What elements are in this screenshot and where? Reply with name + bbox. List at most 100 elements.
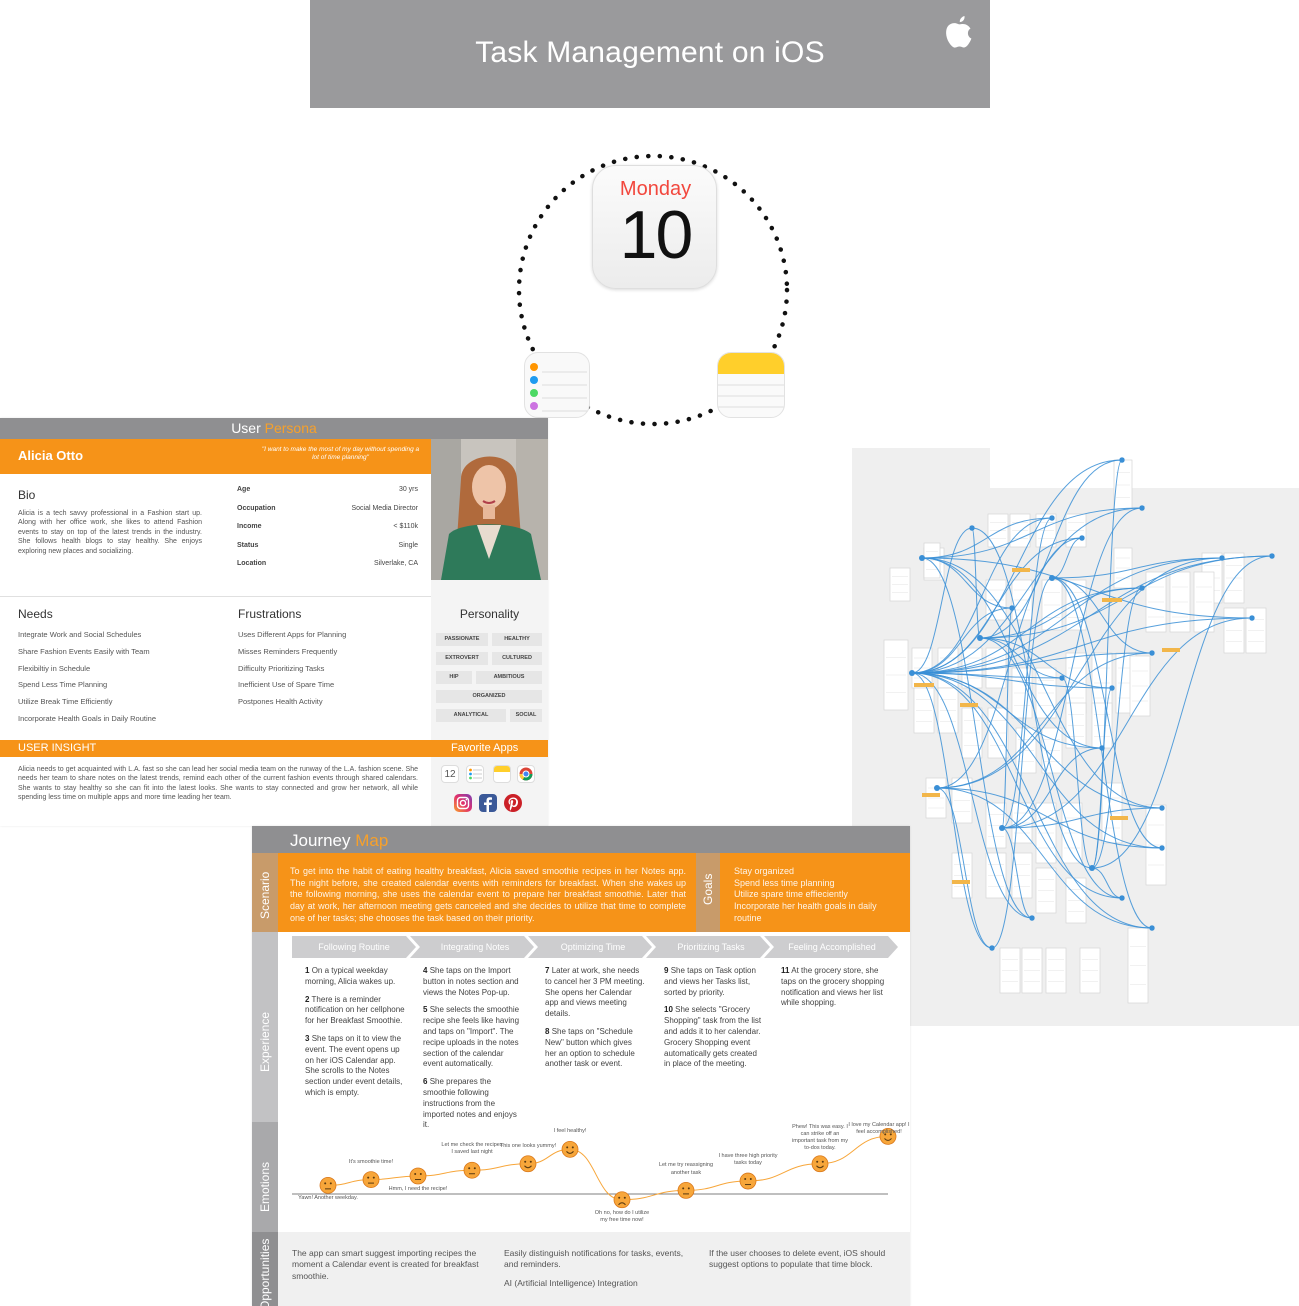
phase-label: Integrating Notes [440,942,510,952]
trait-tag: SOCIAL [510,709,542,722]
scenario-text: To get into the habit of eating healthy … [290,866,686,923]
flow-node [1079,535,1085,541]
flow-connector [1051,577,1153,929]
step-item: 10 She selects "Grocery Shopping" task f… [664,1005,762,1069]
experience-label: Experience [258,1011,272,1072]
flow-highlight [1012,568,1030,572]
step-item: 2 There is a reminder notification on he… [305,994,405,1026]
flow-connector [921,517,1053,559]
flow-highlight [1162,648,1180,652]
title-card: Task Management on iOS Monday 10 [310,0,990,450]
emotion-face-icon [879,1127,897,1145]
steps-column: 4 She taps on the Import button in notes… [423,966,523,1138]
flow-connector [979,587,1143,639]
flow-connector [1001,807,1163,829]
flow-connector [1001,747,1103,829]
flow-connector [991,577,1053,949]
flow-connector [971,527,981,639]
flow-connector [921,557,1253,619]
stat-row: Income < $110k [237,521,418,540]
flow-node [1009,605,1015,611]
opportunity-item: Easily distinguish notifications for tas… [504,1248,684,1270]
flow-connector [911,557,1223,674]
flow-connector [911,617,1253,674]
flow-connector [936,537,1083,789]
flow-connector [911,507,1143,674]
flow-connector [1051,537,1083,579]
emotion-face-icon [409,1167,427,1185]
flow-connector [936,652,1153,789]
journey-title-accent: Map [355,831,389,850]
facebook-icon [479,794,497,812]
frustration-item: Postpones Health Activity [238,697,323,707]
trait-tag: HEALTHY [492,633,542,646]
flow-connector [1001,827,1033,919]
emotion-face-icon [739,1172,757,1190]
flow-connector [911,527,973,674]
scenario-block: To get into the habit of eating healthy … [278,853,910,932]
flow-node [909,670,915,676]
stat-row: Age 30 yrs [237,484,418,503]
stat-label: Occupation [237,504,276,512]
flow-connector [936,787,1153,929]
flow-connector [979,459,1123,639]
flow-connector [1091,687,1113,869]
step-item: 5 She selects the smoothie recipe she fe… [423,1005,520,1069]
stat-value: 30 yrs [398,486,418,493]
step-item: 11 At the grocery store, she taps on the… [781,966,885,1008]
emotion-label: Oh no, how do I utilize my free time now… [594,1209,650,1223]
emotion-label: I have three high priority tasks today [718,1153,778,1167]
flow-node [1269,553,1275,559]
emotion-label: I feel healthy! [553,1128,587,1135]
flow-node [1049,515,1055,521]
persona-header-main: User [231,420,261,436]
journey-title: Journey Map [290,831,388,851]
emotion-labels: Yawn! Another weekday. It's smoothie time… [278,1122,910,1232]
stat-value: < $110k [393,523,418,530]
flow-connector [979,637,1063,679]
step-item: 8 She taps on "Schedule New" button whic… [545,1026,635,1069]
flow-node [1149,650,1155,656]
frustration-item: Misses Reminders Frequently [238,646,338,656]
emotions-side-label: Emotions [252,1122,278,1232]
emotion-label: Phew! This was easy. I can strike off an… [792,1123,848,1152]
flow-connector [1001,607,1013,829]
persona-name: Alicia Otto [18,448,84,463]
user-persona-card: User Persona Alicia Otto "I want to make… [0,418,548,826]
flow-node [969,525,975,531]
persona-header: User Persona [0,418,548,439]
emotion-label: It's smoothie time! [348,1158,394,1165]
emotion-label: I love my Calendar app! I feel accomplis… [848,1122,910,1136]
emotion-face-icon [463,1161,481,1179]
personality-title: Personality [459,607,520,621]
trait-tag: ANALYTICAL [436,709,506,722]
stat-row: Status Single [237,540,418,559]
flow-connector [911,672,1163,849]
step-item: 4 She taps on the Import button in notes… [423,966,519,997]
flow-connector [979,637,1113,689]
needs-list: Integrate Work and Social Schedules Shar… [18,630,156,731]
phase-label: Prioritizing Tasks [677,942,745,952]
phase-arrows [292,936,898,958]
flow-node [989,945,995,951]
journey-header: Journey Map [252,826,910,853]
opportunity-item: AI (Artificial Intelligence) Integration [504,1278,638,1288]
phase-label: Feeling Accomplished [788,942,876,952]
opportunity-item: The app can smart suggest importing reci… [292,1248,479,1281]
goals-side-label: Goals [696,853,720,932]
stat-label: Age [237,486,251,493]
step-item: 7 Later at work, she needs to cancel her… [545,966,645,1019]
persona-header-accent: Persona [264,420,317,436]
needs-item: Utilize Break Time Efficiently [18,697,113,707]
bio-text: Alicia is a tech savvy professional in a… [18,510,202,555]
needs-item: Spend Less Time Planning [18,680,108,690]
persona-divider [0,596,431,597]
frustrations-title: Frustrations [238,607,302,621]
flow-connector [1051,577,1153,654]
emotions-label: Emotions [258,1161,272,1212]
needs-item: Integrate Work and Social Schedules [18,630,142,639]
steps-column: 11 At the grocery store, she taps on the… [781,966,891,1016]
steps-column: 9 She taps on Task option and views her … [664,966,764,1077]
persona-quote: "I want to make the most of my day witho… [261,446,420,462]
emotion-label: Let me check the recipes I saved last ni… [441,1142,503,1156]
